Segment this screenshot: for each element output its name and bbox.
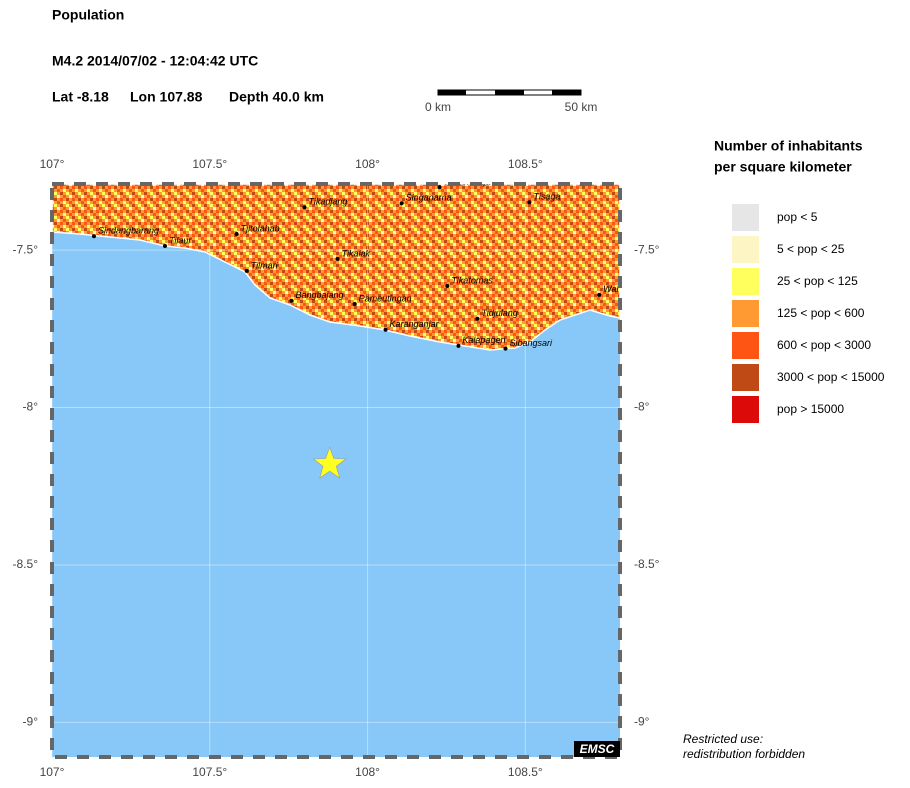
city-label: Kalapagen — [462, 335, 505, 345]
city-label: Tisaga — [533, 192, 560, 202]
lon-tick-label: 108.5° — [508, 157, 543, 171]
legend-title: per square kilometer — [714, 159, 852, 175]
scale-end: 50 km — [565, 100, 598, 114]
city-label: Tjitolahab — [241, 223, 280, 233]
lat-label: Lat -8.18 — [52, 89, 109, 105]
legend-label: 600 < pop < 3000 — [777, 338, 871, 352]
legend-label: 3000 < pop < 15000 — [777, 370, 885, 384]
city-label: Singaparna — [406, 193, 452, 203]
legend-swatch — [732, 236, 759, 263]
city-label: Karanganjar — [390, 319, 440, 329]
event-info: M4.2 2014/07/02 - 12:04:42 UTC — [52, 53, 258, 69]
city-marker — [335, 256, 340, 261]
city-label: Wal — [603, 284, 619, 294]
legend-swatch — [732, 204, 759, 231]
logo: EMSC — [580, 742, 615, 756]
city-label: Tikadjang — [308, 197, 347, 207]
city-marker — [244, 268, 249, 273]
lat-tick-label: -7.5° — [13, 242, 39, 256]
legend-label: pop < 5 — [777, 210, 818, 224]
legend-label: 25 < pop < 125 — [777, 274, 858, 288]
lon-tick-label: 108° — [355, 765, 380, 779]
city-marker — [445, 284, 450, 289]
lon-tick-label: 108.5° — [508, 765, 543, 779]
lat-tick-label: -9° — [634, 715, 650, 729]
lon-tick-label: 107° — [40, 765, 65, 779]
city-marker — [383, 327, 388, 332]
city-marker — [234, 232, 239, 237]
lat-tick-label: -8° — [634, 400, 650, 414]
city-label: Tidjulang — [481, 308, 517, 318]
scale-bar — [437, 89, 582, 96]
lat-tick-label: -9° — [23, 715, 39, 729]
lon-tick-label: 108° — [355, 157, 380, 171]
lat-tick-label: -8° — [23, 400, 39, 414]
lon-tick-label: 107° — [40, 157, 65, 171]
legend-label: 125 < pop < 600 — [777, 306, 865, 320]
legend-swatch — [732, 300, 759, 327]
city-marker — [475, 316, 480, 321]
city-label: Bangbajang — [296, 290, 344, 300]
city-marker — [437, 185, 442, 190]
city-marker — [597, 292, 602, 297]
city-label: Sibangsari — [509, 338, 553, 348]
note: Restricted use: — [683, 732, 763, 746]
legend-label: 5 < pop < 25 — [777, 242, 845, 256]
city-label: Tilmari — [251, 260, 279, 270]
legend-swatch — [732, 364, 759, 391]
legend-label: pop > 15000 — [777, 402, 844, 416]
city-marker — [352, 301, 357, 306]
depth-label: Depth 40.0 km — [229, 89, 324, 105]
city-label: Sindangbarang — [98, 226, 159, 236]
epicenter — [312, 446, 347, 479]
note: redistribution forbidden — [683, 747, 805, 761]
city-marker — [289, 298, 294, 303]
lat-tick-label: -7.5° — [634, 242, 660, 256]
lon-tick-label: 107.5° — [192, 157, 227, 171]
city-marker — [456, 343, 461, 348]
city-marker — [302, 205, 307, 210]
legend: pop < 5 5 < pop < 25 25 < pop < 125 125 < p… — [732, 204, 885, 423]
city-label: Tilaur — [169, 235, 192, 245]
lon-label: Lon 107.88 — [130, 89, 203, 105]
legend-swatch — [732, 396, 759, 423]
grid — [52, 184, 620, 757]
city-label: Pameutingan — [359, 293, 412, 303]
city-marker — [91, 234, 96, 239]
city-marker — [503, 346, 508, 351]
lon-tick-label: 107.5° — [192, 765, 227, 779]
city-marker — [527, 200, 532, 205]
city-marker — [399, 201, 404, 206]
city-marker — [162, 244, 167, 249]
city-label: Tikalak — [342, 248, 371, 258]
cities: Sindangbarang Tilaur Tjitolahab Tikadjang Si… — [91, 177, 620, 351]
legend-swatch — [732, 332, 759, 359]
lat-tick-label: -8.5° — [634, 557, 660, 571]
legend-swatch — [732, 268, 759, 295]
legend-title: Number of inhabitants — [714, 138, 863, 154]
logo-box — [574, 741, 620, 757]
title: Population — [52, 7, 124, 23]
city-label: Tikatomas — [451, 275, 493, 285]
city-label: Tasikmalaja — [444, 177, 491, 187]
scale-start: 0 km — [425, 100, 451, 114]
lat-tick-label: -8.5° — [13, 557, 39, 571]
